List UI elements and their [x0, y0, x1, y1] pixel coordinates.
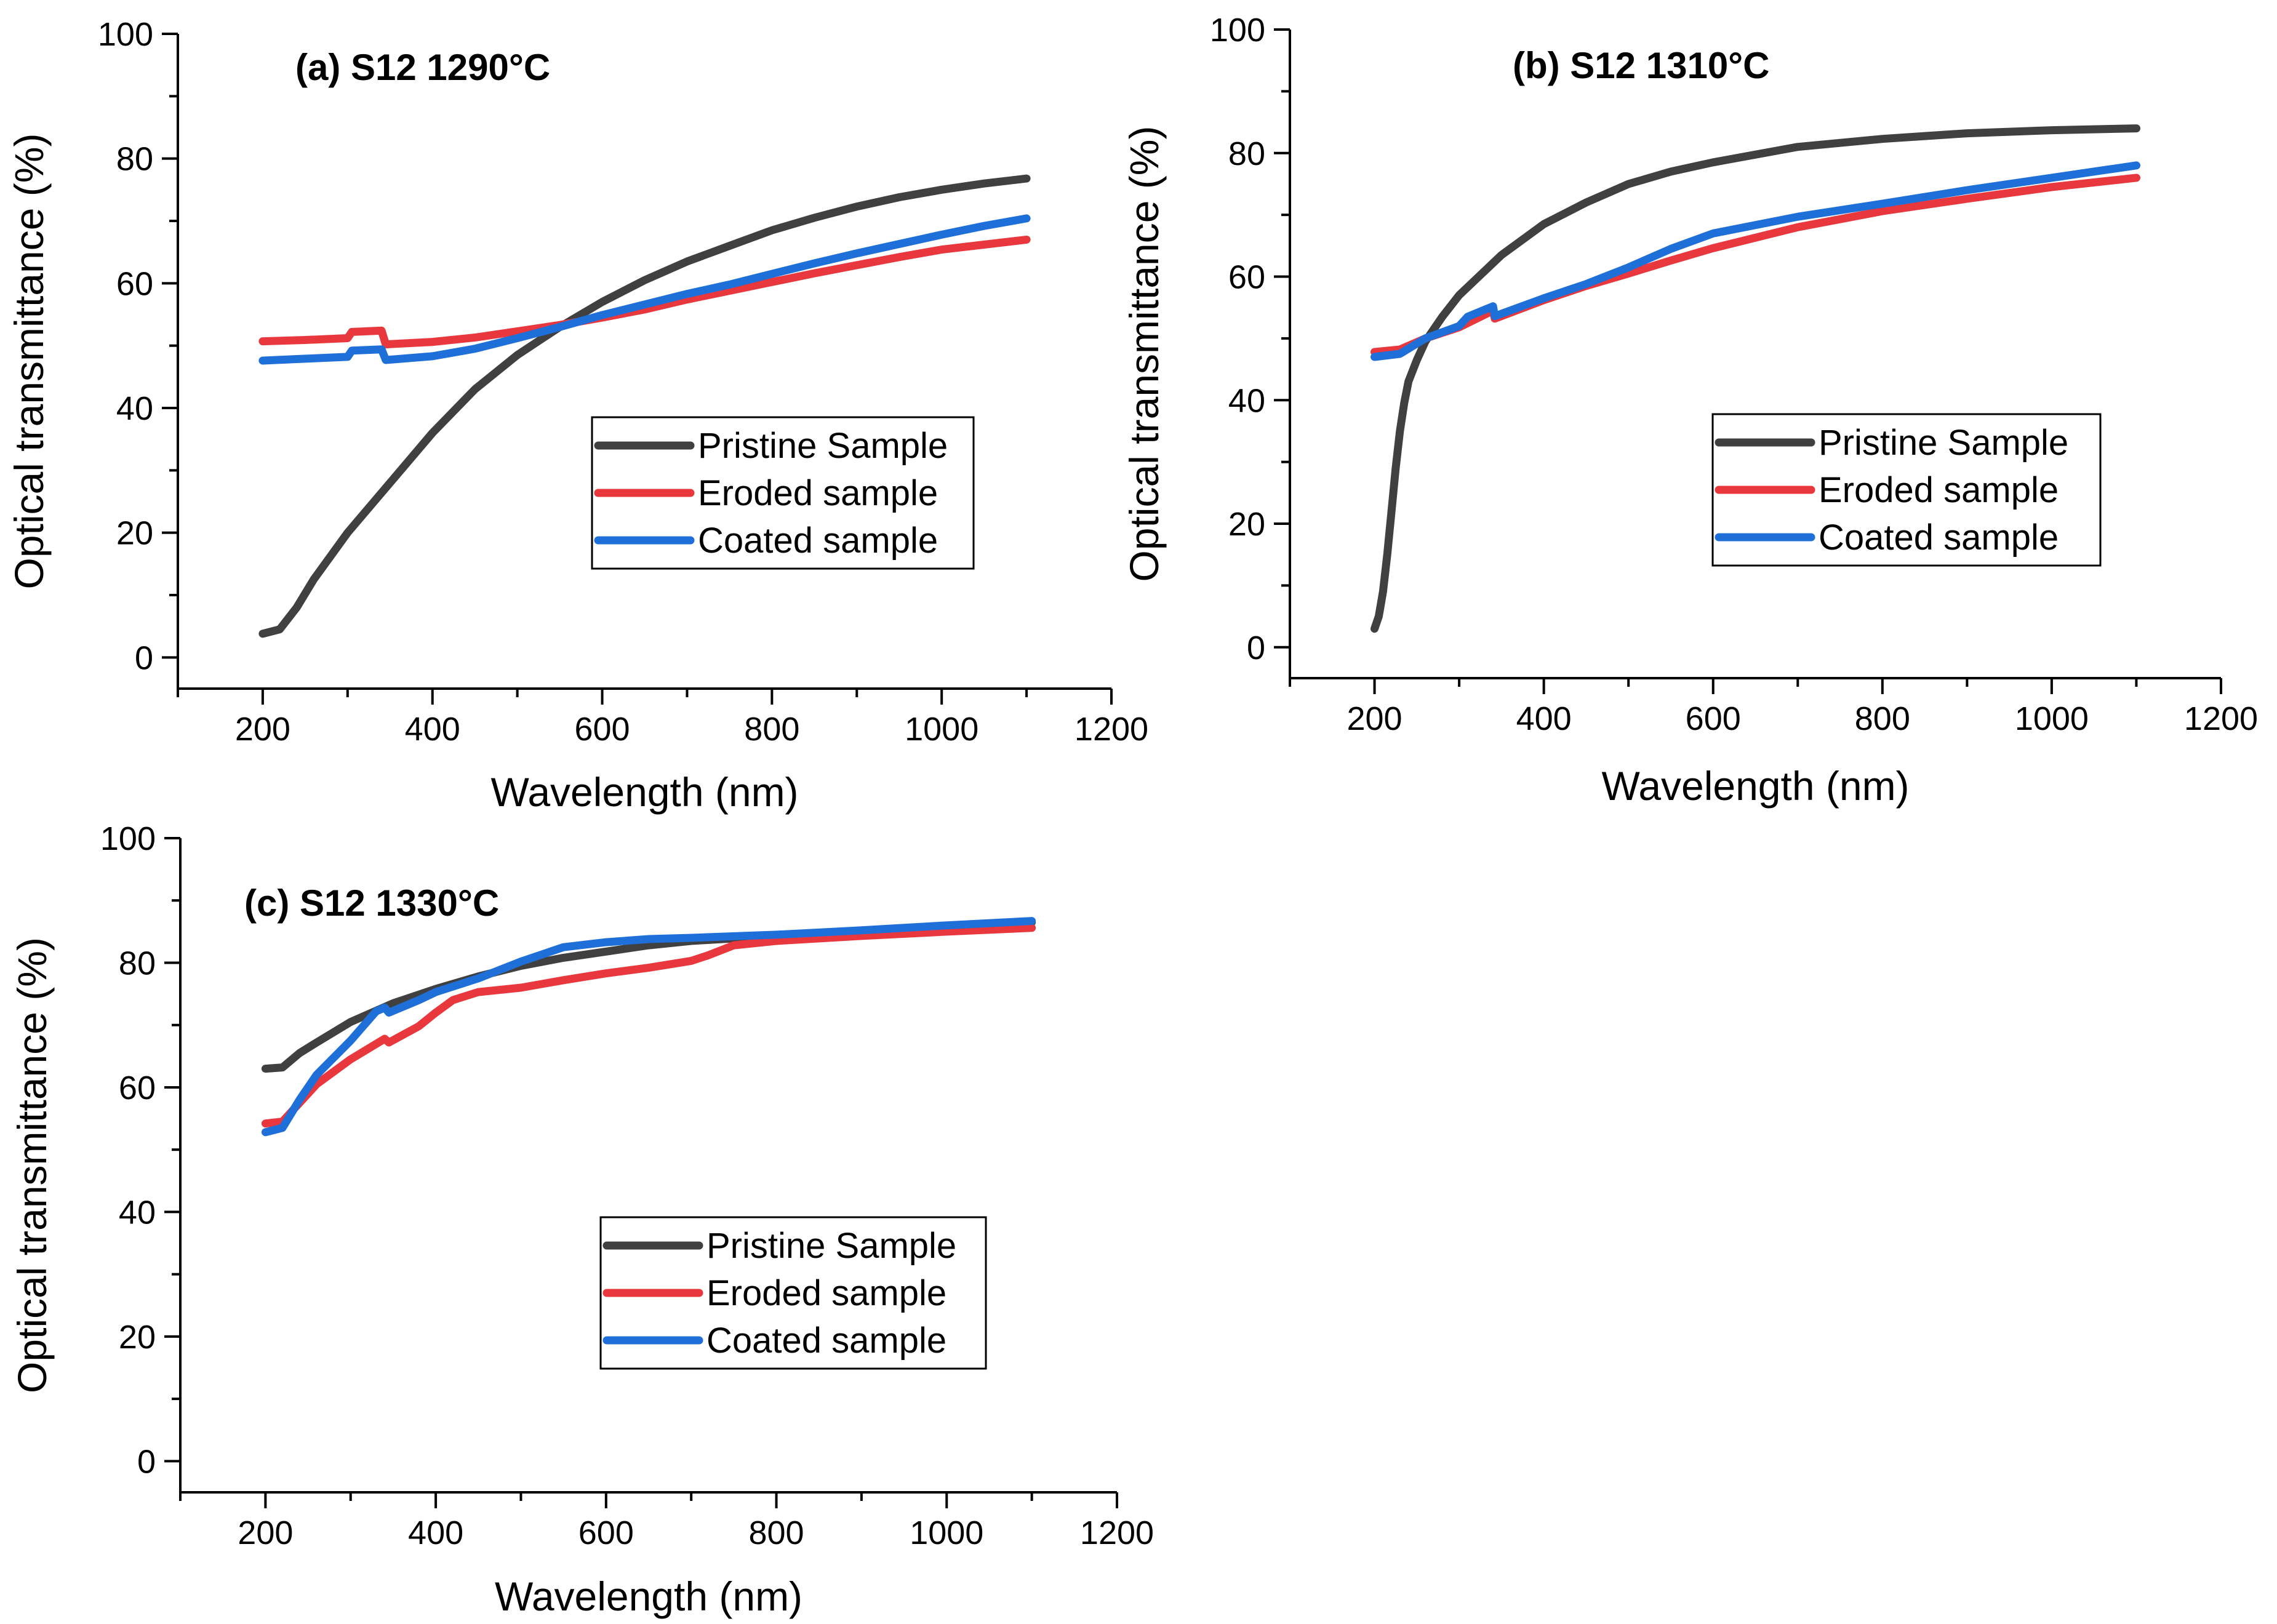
y-tick-label: 0	[137, 1443, 156, 1480]
x-tick-label: 200	[235, 711, 290, 748]
y-tick-label: 0	[1247, 630, 1265, 666]
x-tick-label: 1200	[2184, 700, 2258, 737]
legend-label: Pristine Sample	[706, 1226, 956, 1266]
x-tick-label: 200	[1347, 700, 1402, 737]
y-tick-label: 20	[119, 1319, 156, 1356]
legend: Pristine Sample Eroded sample Coated sampl…	[1711, 413, 2102, 567]
series-line-eroded-sample	[258, 235, 1031, 349]
x-tick-label: 400	[405, 711, 460, 748]
x-tick-label: 400	[1516, 700, 1572, 737]
y-tick-label: 60	[119, 1070, 156, 1106]
x-tick-label: 200	[238, 1514, 293, 1551]
y-axis-title: Optical transmittance (%)	[9, 937, 55, 1393]
x-tick-label: 600	[578, 1514, 634, 1551]
y-tick-label: 40	[116, 390, 153, 427]
legend-label: Coated sample	[698, 521, 938, 561]
chart-panel-1: 200 400 600 800 1000 1200 0 20 40 60 80 100 Waveleng…	[1121, 12, 2258, 809]
x-tick-label: 1000	[910, 1514, 983, 1551]
x-tick-label: 400	[408, 1514, 463, 1551]
y-tick-label: 20	[1228, 506, 1265, 543]
y-tick-label: 40	[119, 1194, 156, 1231]
y-tick-label: 0	[135, 639, 153, 676]
y-tick-label: 20	[116, 515, 153, 552]
x-tick-label: 1200	[1074, 711, 1148, 748]
y-tick-label: 60	[1228, 259, 1265, 296]
chart-panel-2: 200 400 600 800 1000 1200 0 20 40 60 80 100 Waveleng…	[9, 820, 1154, 1619]
series-line-coated-sample	[1371, 161, 2140, 361]
legend-label: Eroded sample	[1819, 470, 2059, 510]
y-tick-label: 80	[116, 141, 153, 178]
y-tick-label: 80	[1228, 135, 1265, 172]
x-axis-title: Wavelength (nm)	[490, 769, 798, 815]
legend: Pristine Sample Eroded sample Coated sampl…	[599, 1216, 987, 1370]
x-tick-label: 800	[748, 1514, 804, 1551]
y-tick-label: 40	[1228, 382, 1265, 419]
y-tick-label: 100	[98, 16, 153, 53]
x-tick-label: 800	[1855, 700, 1910, 737]
legend-label: Eroded sample	[698, 473, 938, 513]
chart-title: (c) S12 1330°C	[244, 882, 499, 924]
legend-label: Coated sample	[1819, 518, 2059, 558]
legend-label: Coated sample	[706, 1321, 946, 1361]
legend-label: Pristine Sample	[1819, 423, 2068, 463]
chart-panel-0: 200 400 600 800 1000 1200 0 20 40 60 80 100 Waveleng…	[6, 16, 1148, 815]
chart-title: (b) S12 1310°C	[1513, 45, 1770, 86]
x-tick-label: 600	[1686, 700, 1741, 737]
series-line-pristine-sample	[1371, 124, 2140, 633]
series-line-pristine-sample	[258, 174, 1031, 638]
legend-label: Pristine Sample	[698, 426, 948, 466]
x-tick-label: 800	[744, 711, 799, 748]
series-line-eroded-sample	[261, 924, 1036, 1128]
x-tick-label: 1200	[1080, 1514, 1154, 1551]
series-line-coated-sample	[261, 917, 1036, 1137]
x-axis-title: Wavelength (nm)	[495, 1574, 802, 1619]
y-tick-label: 80	[119, 945, 156, 982]
x-tick-label: 1000	[2015, 700, 2089, 737]
y-axis-title: Optical transmittance (%)	[6, 134, 52, 590]
y-axis-title: Optical transmittance (%)	[1121, 126, 1167, 582]
x-tick-label: 600	[574, 711, 630, 748]
chart-title: (a) S12 1290°C	[295, 47, 550, 88]
x-axis-title: Wavelength (nm)	[1601, 763, 1909, 809]
y-tick-label: 100	[100, 820, 156, 857]
x-tick-label: 1000	[905, 711, 978, 748]
series-line-pristine-sample	[261, 918, 1036, 1073]
y-tick-label: 60	[116, 265, 153, 302]
legend-label: Eroded sample	[706, 1273, 946, 1313]
series-line-coated-sample	[258, 214, 1031, 365]
y-tick-label: 100	[1210, 12, 1265, 49]
legend: Pristine Sample Eroded sample Coated sampl…	[591, 416, 975, 570]
